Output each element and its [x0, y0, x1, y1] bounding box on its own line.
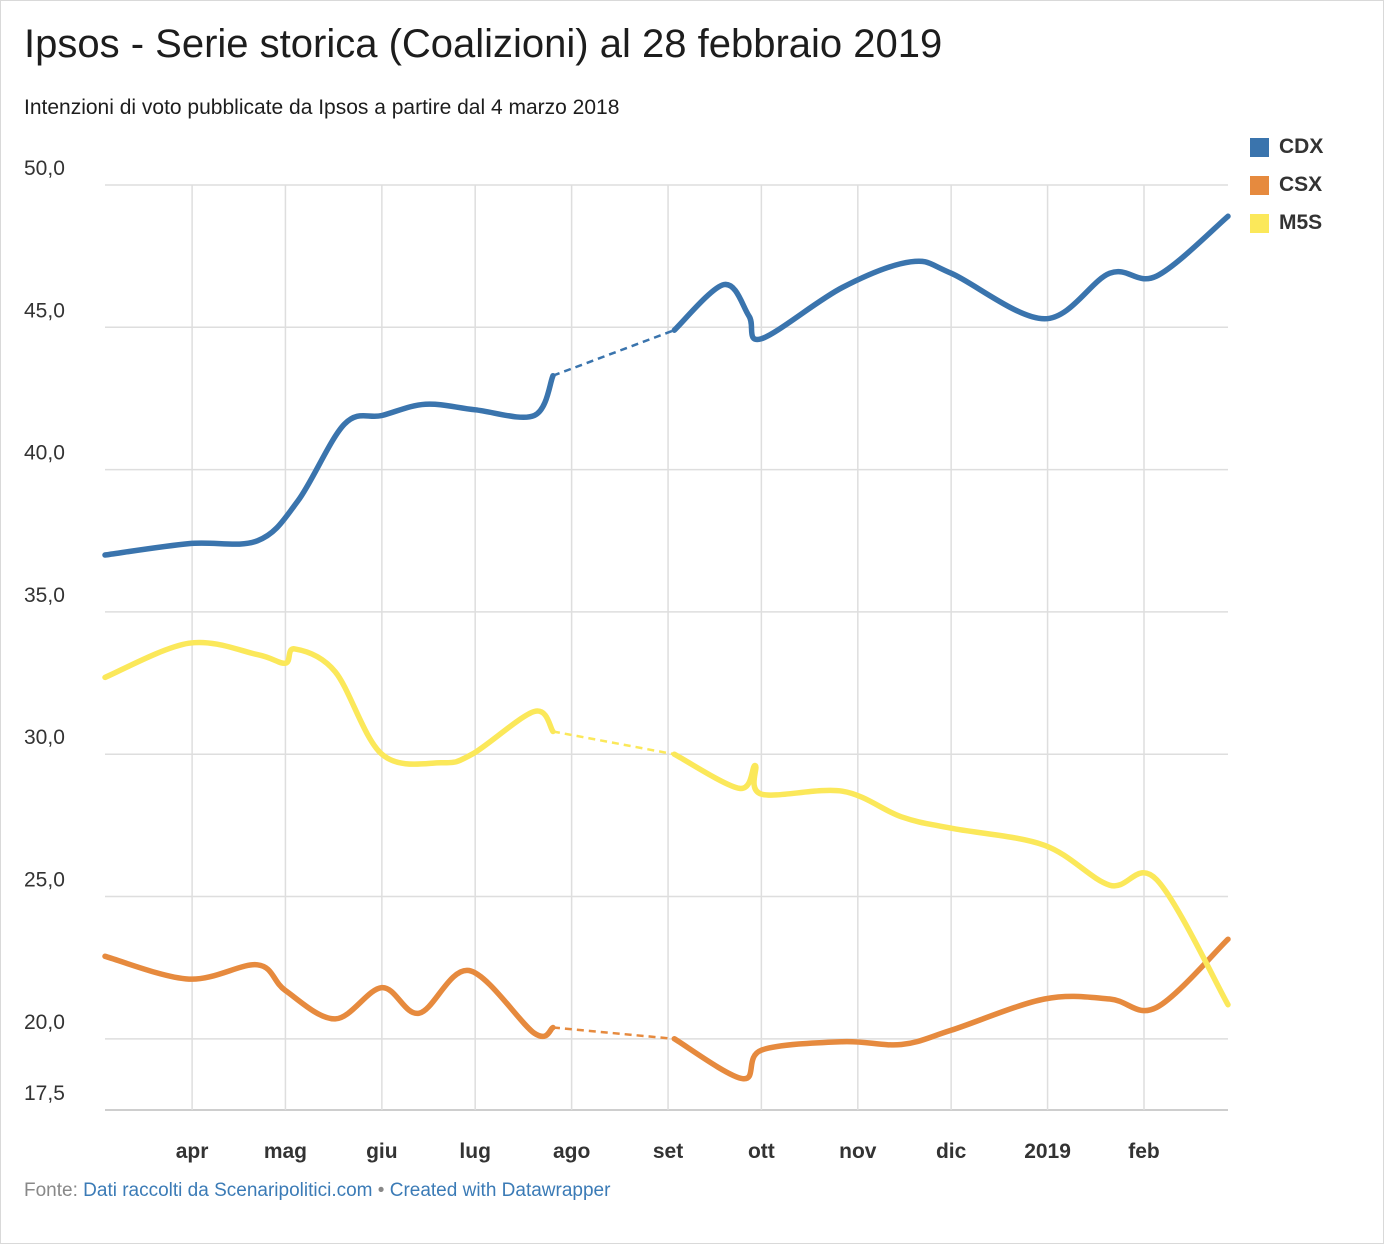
x-tick-label: nov — [839, 1140, 877, 1163]
x-axis-ticks: apr mag giu lug ago set ott nov dic 2019 feb — [176, 1140, 1160, 1163]
legend-item-m5s: M5S — [1250, 204, 1323, 242]
series-gap-m5s — [552, 730, 675, 756]
x-gridlines — [191, 185, 1145, 1110]
x-tick-label: mag — [264, 1140, 307, 1163]
legend-item-csx: CSX — [1250, 166, 1323, 204]
x-tick-label: dic — [936, 1140, 967, 1163]
x-tick-label: 2019 — [1024, 1140, 1071, 1163]
legend-label: CDX — [1279, 135, 1324, 158]
y-tick-label: 25,0 — [24, 869, 65, 892]
y-tick-label: 50,0 — [24, 157, 65, 180]
series-gap-csx — [552, 1026, 675, 1041]
series-line-cdx-part1 — [102, 372, 556, 558]
x-tick-label: ago — [553, 1140, 590, 1163]
legend-item-cdx: CDX — [1250, 128, 1323, 166]
y-tick-label: 17,5 — [24, 1082, 65, 1105]
x-tick-label: set — [653, 1140, 683, 1163]
y-tick-label: 30,0 — [24, 726, 65, 749]
chart-title: Ipsos - Serie storica (Coalizioni) al 28… — [24, 22, 943, 66]
series-line-csx-part2 — [671, 936, 1231, 1082]
series-line-m5s-part1 — [102, 639, 556, 767]
y-tick-label: 45,0 — [24, 299, 65, 322]
legend-label: M5S — [1279, 211, 1323, 234]
y-tick-label: 35,0 — [24, 584, 65, 607]
chart-subtitle: Intenzioni di voto pubblicate da Ipsos a… — [24, 96, 620, 119]
series-line-m5s-part2 — [671, 751, 1231, 1008]
legend-label: CSX — [1279, 173, 1323, 196]
series-line-csx-part1 — [102, 953, 556, 1040]
datawrapper-credit-link[interactable]: Created with Datawrapper — [389, 1180, 611, 1201]
legend: CDX CSX M5S — [1250, 128, 1323, 242]
series-lines — [102, 213, 1231, 1082]
x-tick-label: feb — [1128, 1140, 1160, 1163]
series-line-cdx-part2 — [671, 213, 1231, 343]
source-link[interactable]: Dati raccolti da Scenaripolitici.com — [83, 1180, 373, 1201]
footer-prefix: Fonte: — [24, 1180, 78, 1201]
x-tick-label: giu — [366, 1140, 398, 1163]
x-tick-label: lug — [459, 1140, 491, 1163]
y-tick-label: 40,0 — [24, 442, 65, 465]
x-tick-label: ott — [748, 1140, 775, 1163]
footer-separator: • — [377, 1180, 385, 1201]
series-gap-cdx — [552, 328, 675, 377]
y-axis-ticks: 50,0 45,0 40,0 35,0 30,0 25,0 20,0 17,5 — [24, 157, 65, 1105]
y-gridlines — [105, 184, 1228, 1111]
legend-swatch — [1250, 137, 1269, 157]
legend-swatch — [1250, 213, 1269, 233]
footer: Fonte: Dati raccolti da Scenaripolitici.… — [24, 1180, 610, 1202]
y-tick-label: 20,0 — [24, 1011, 65, 1034]
x-tick-label: apr — [176, 1140, 209, 1163]
legend-swatch — [1250, 175, 1269, 195]
